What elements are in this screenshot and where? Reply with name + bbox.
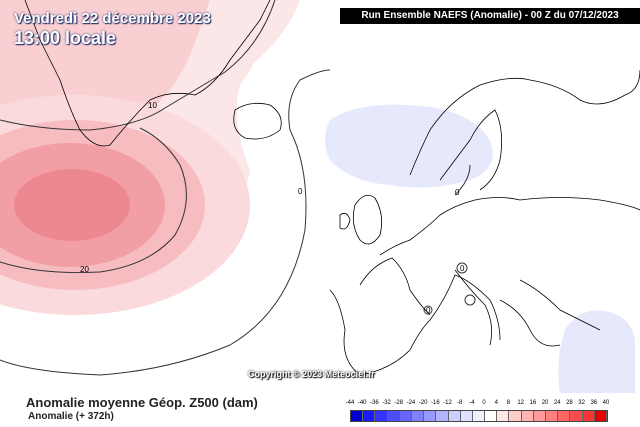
forecast-date: Vendredi 22 décembre 2023 — [14, 10, 211, 27]
legend-tick-label: -12 — [443, 400, 452, 406]
legend-cell — [533, 411, 546, 421]
negative-anomaly-scandinavia — [325, 104, 493, 188]
legend-cell — [375, 411, 388, 421]
legend-cell — [399, 411, 412, 421]
contour-label-0-iberia: 0 — [426, 306, 431, 315]
legend-cell — [363, 411, 376, 421]
legend-tick-label: -40 — [357, 400, 367, 406]
forecast-time: 13:00 locale — [14, 28, 117, 48]
greenland-coast — [24, 0, 271, 147]
legend-tick-label: 28 — [566, 400, 573, 406]
legend-cell — [411, 411, 425, 421]
legend-tick-label: -20 — [418, 400, 428, 406]
legend-tick-label: 0 — [482, 400, 486, 406]
contour-labels: 10 0 20 0 0 0 — [80, 101, 465, 315]
legend-tick-label: -16 — [430, 400, 440, 406]
italy-coast — [454, 269, 493, 346]
map-title: Anomalie moyenne Géop. Z500 (dam) — [26, 395, 258, 410]
legend-tick-label: 20 — [541, 400, 549, 406]
contour-0-sweden — [454, 164, 471, 196]
legend-tick-label: 32 — [578, 400, 585, 406]
iceland-coast — [233, 102, 282, 140]
scandinavia-coast — [409, 69, 640, 191]
legend-tick-label: 4 — [494, 400, 498, 406]
positive-anomaly-28 — [14, 169, 130, 241]
legend-cell — [509, 411, 522, 421]
legend-tick-label: -32 — [382, 400, 391, 406]
legend-cell — [570, 411, 583, 421]
contour-10 — [0, 0, 276, 131]
copyright-text: Copyright © 2023 Meteociel.fr — [248, 369, 375, 379]
contour-label-0-west: 0 — [298, 187, 303, 196]
legend-tick-label: 12 — [517, 400, 524, 406]
legend-cell — [472, 411, 486, 421]
legend-cell — [424, 411, 437, 421]
contour-lines — [0, 0, 476, 376]
coastlines — [24, 0, 640, 376]
legend-cell — [594, 411, 607, 421]
legend-tick-label: -24 — [406, 400, 416, 406]
legend-cell — [448, 411, 461, 421]
contour-0-west — [0, 69, 331, 376]
contour-label-20: 20 — [80, 265, 89, 274]
contour-0-iberia — [423, 305, 433, 315]
british-isles-coast — [339, 194, 383, 245]
legend-cell — [558, 411, 571, 421]
map-subtitle: Anomalie (+ 372h) — [28, 411, 114, 422]
contour-0-italy — [456, 262, 468, 274]
legend-tick-label: -44 — [345, 400, 355, 406]
continent-coast — [329, 197, 640, 376]
legend-cell — [497, 411, 510, 421]
legend-cell — [582, 411, 595, 421]
legend-cell — [460, 411, 473, 421]
contour-label-0-sweden: 0 — [455, 188, 460, 197]
legend-tick-label: 16 — [529, 400, 537, 406]
legend-tick-label: 36 — [590, 400, 598, 406]
legend-tick-label: -4 — [469, 400, 475, 406]
legend-cell — [546, 411, 559, 421]
legend-tick-label: 40 — [602, 400, 610, 406]
legend-tick-label: 8 — [506, 400, 511, 406]
contour-0-italy-south — [464, 294, 476, 306]
contour-label-0-italy: 0 — [460, 264, 465, 273]
legend-tick-label: 24 — [553, 400, 561, 406]
anomaly-shading — [0, 0, 635, 393]
legend-cell — [436, 411, 449, 421]
legend-colorbar — [350, 410, 608, 422]
legend-tick-label: -36 — [370, 400, 379, 406]
run-banner: Run Ensemble NAEFS (Anomalie) - 00 Z du … — [340, 8, 640, 24]
legend-cell — [387, 411, 400, 421]
legend-labels: -44 -40 -36 -32 -28 -24 -20 -16 -12 -8 -4 0 4 8 12 16 20… — [345, 400, 615, 410]
legend-cell — [521, 411, 534, 421]
negative-anomaly-turkey — [558, 310, 635, 393]
contour-label-10: 10 — [148, 101, 157, 110]
legend-cell — [485, 411, 498, 421]
contour-20 — [0, 127, 187, 274]
legend-tick-label: -8 — [457, 400, 463, 406]
legend-tick-label: -28 — [394, 400, 404, 406]
anomaly-map: 10 0 20 0 0 0 — [0, 0, 640, 393]
legend-cell — [351, 411, 364, 421]
